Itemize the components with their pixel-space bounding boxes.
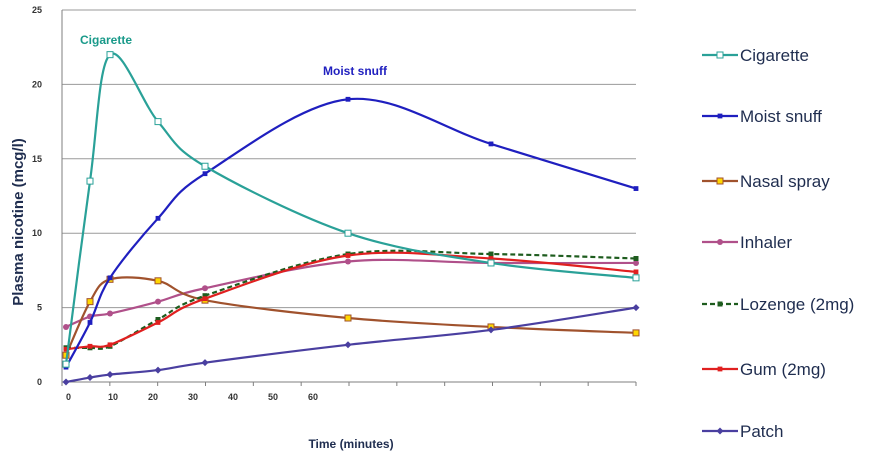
y-tick-label: 15 [32, 154, 42, 164]
legend-swatch-marker [717, 301, 723, 307]
annotation-label: Moist snuff [323, 64, 388, 78]
data-point [107, 310, 113, 317]
legend-label: Nasal spray [740, 172, 830, 191]
x-tick-label: 60 [308, 392, 318, 402]
data-point [345, 253, 351, 258]
data-point [202, 296, 208, 302]
series-cigarette [62, 51, 640, 368]
legend-swatch-marker [717, 239, 723, 245]
series-nasal-spray [62, 275, 640, 359]
data-point [633, 269, 639, 275]
legend: Cigarette Moist snuff Nasal spray Inhaler Lo… [702, 46, 854, 441]
data-point [633, 186, 639, 191]
x-tick-label: 0 [66, 392, 71, 402]
data-point [488, 141, 494, 147]
y-tick-labels: 0 5 10 15 20 25 [32, 5, 42, 387]
data-point [62, 360, 70, 368]
legend-item: Nasal spray [702, 172, 830, 191]
legend-item: Cigarette [702, 46, 809, 65]
data-point [154, 366, 162, 374]
x-tick-labels: 0 10 20 30 40 50 60 [66, 392, 318, 402]
legend-label: Patch [740, 422, 783, 441]
data-point [86, 298, 94, 306]
legend-swatch-marker [717, 113, 723, 119]
data-point [155, 298, 161, 305]
data-point [632, 329, 640, 337]
data-point [63, 323, 69, 330]
x-axis-title: Time (minutes) [308, 437, 393, 451]
legend-item: Inhaler [702, 233, 792, 252]
data-point [155, 320, 161, 325]
data-point [202, 285, 208, 292]
data-point [632, 304, 640, 312]
legend-item: Lozenge (2mg) [702, 295, 854, 314]
data-point [345, 96, 351, 102]
data-point [345, 258, 351, 265]
data-point [633, 255, 639, 261]
data-point [202, 293, 208, 299]
data-point [86, 177, 94, 185]
legend-label: Lozenge (2mg) [740, 295, 854, 314]
data-point [86, 374, 94, 382]
data-point [107, 275, 113, 281]
axes [61, 10, 637, 386]
data-point [632, 274, 640, 282]
data-point [201, 162, 209, 170]
legend-swatch-marker [716, 177, 724, 185]
data-point [155, 215, 161, 221]
data-point [107, 342, 113, 348]
data-point [87, 320, 93, 325]
annotations: Cigarette Moist snuff [80, 33, 388, 78]
x-tick-label: 20 [148, 392, 158, 402]
data-point [633, 259, 639, 266]
legend-label: Inhaler [740, 233, 792, 252]
series-moist-snuff [63, 96, 639, 370]
annotation-label: Cigarette [80, 33, 132, 47]
legend-label: Moist snuff [740, 107, 822, 126]
data-point [155, 317, 161, 323]
legend-label: Gum (2mg) [740, 360, 826, 379]
y-axis-title: Plasma nicotine (mcg/l) [10, 138, 27, 306]
data-point [106, 371, 114, 379]
y-tick-label: 0 [37, 377, 42, 387]
data-point [488, 251, 494, 257]
series-lines [62, 51, 640, 386]
series-gum-2mg [63, 251, 639, 352]
data-point [154, 277, 162, 285]
legend-item: Gum (2mg) [702, 360, 826, 379]
y-tick-label: 5 [37, 303, 42, 313]
data-point [344, 341, 352, 349]
legend-item: Patch [702, 422, 783, 441]
x-tick-label: 50 [268, 392, 278, 402]
legend-label: Cigarette [740, 46, 809, 65]
data-point [202, 171, 208, 177]
gridlines [62, 9, 636, 309]
data-point [62, 378, 70, 386]
series-line [65, 249, 637, 350]
y-tick-label: 25 [32, 5, 42, 15]
legend-swatch-marker [717, 366, 723, 372]
x-tick-label: 30 [188, 392, 198, 402]
data-point [201, 359, 209, 367]
data-point [87, 343, 93, 349]
x-tick-label: 10 [108, 392, 118, 402]
series-line [65, 251, 637, 351]
data-point [487, 259, 495, 267]
series-patch [62, 304, 640, 386]
data-point [344, 229, 352, 237]
data-point [487, 326, 495, 334]
data-point [344, 314, 352, 322]
x-tick-label: 40 [228, 392, 238, 402]
y-tick-label: 20 [32, 79, 42, 89]
data-point [106, 51, 114, 59]
y-tick-label: 10 [32, 228, 42, 238]
legend-swatch-marker [716, 51, 724, 59]
series-lozenge-2mg [63, 249, 639, 351]
legend-item: Moist snuff [702, 107, 822, 126]
data-point [154, 118, 162, 126]
legend-swatch-marker [716, 427, 724, 435]
